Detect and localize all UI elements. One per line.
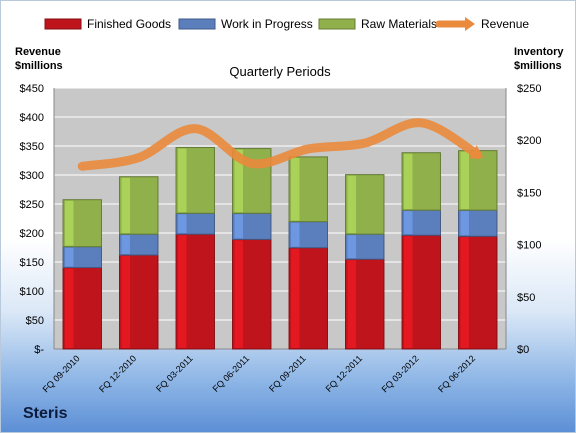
bar-highlight — [404, 211, 413, 235]
bar-highlight — [347, 175, 356, 234]
bar-highlight — [234, 240, 243, 348]
bar-highlight — [460, 151, 469, 210]
left-tick-label: $200 — [20, 228, 44, 240]
bar-highlight — [347, 260, 356, 348]
bar-highlight — [121, 177, 130, 234]
x-tick-label: FQ 03-2011 — [154, 353, 195, 394]
legend-swatch-work-in-progress — [178, 18, 216, 30]
left-tick-label: $400 — [20, 112, 44, 124]
bar-highlight — [404, 153, 413, 210]
bar-highlight — [121, 256, 130, 348]
bar-highlight — [291, 248, 300, 348]
bar-highlight — [234, 149, 243, 213]
left-tick-label: $50 — [26, 315, 44, 327]
legend-label: Work in Progress — [221, 17, 313, 31]
legend-swatch-finished-goods — [44, 18, 82, 30]
legend-swatch-raw-materials — [318, 18, 356, 30]
bar-highlight — [404, 236, 413, 348]
left-tick-label: $300 — [20, 170, 44, 182]
x-tick-label: FQ 09-2011 — [267, 353, 308, 394]
right-axis-title-line1: Inventory — [514, 46, 564, 58]
x-tick-label: FQ 09-2010 — [41, 353, 82, 394]
revenue-line — [77, 118, 483, 171]
bar-highlight — [347, 235, 356, 259]
left-tick-label: $250 — [20, 199, 44, 211]
bar-highlight — [291, 157, 300, 221]
left-tick-label: $450 — [20, 83, 44, 95]
left-tick-label: $100 — [20, 286, 44, 298]
right-axis-title-line2: $millions — [514, 60, 562, 72]
bar-highlight — [65, 200, 74, 246]
bar-highlight — [65, 268, 74, 348]
bar-highlight — [178, 148, 187, 213]
left-tick-label: $- — [34, 344, 44, 356]
bar-highlight — [65, 247, 74, 267]
x-tick-label: FQ 06-2011 — [211, 353, 252, 394]
x-tick-label: FQ 12-2010 — [97, 353, 138, 394]
right-tick-label: $200 — [517, 135, 541, 147]
left-tick-label: $350 — [20, 141, 44, 153]
left-axis-title-line2: $millions — [15, 60, 63, 72]
bar-highlight — [460, 211, 469, 236]
revenue-arrowhead — [469, 145, 483, 159]
bar-highlight — [178, 235, 187, 348]
right-tick-label: $100 — [517, 240, 541, 252]
x-tick-label: FQ 03-2012 — [380, 353, 421, 394]
legend-swatch-arrow — [465, 17, 475, 31]
right-tick-label: $0 — [517, 344, 529, 356]
x-tick-label: FQ 12-2011 — [324, 353, 365, 394]
bar-highlight — [121, 235, 130, 255]
right-tick-label: $150 — [517, 187, 541, 199]
bar-highlight — [178, 214, 187, 234]
company-name: Steris — [23, 405, 68, 422]
right-tick-label: $250 — [517, 83, 541, 95]
chart-title: Quarterly Periods — [229, 64, 331, 79]
left-tick-label: $150 — [20, 257, 44, 269]
legend-label: Finished Goods — [87, 17, 171, 31]
right-tick-label: $50 — [517, 292, 535, 304]
legend-label: Revenue — [481, 17, 529, 31]
legend-label: Raw Materials — [361, 17, 437, 31]
bar-highlight — [234, 214, 243, 239]
x-tick-label: FQ 06-2012 — [436, 353, 477, 394]
left-axis-title-line1: Revenue — [15, 46, 61, 58]
bar-highlight — [460, 237, 469, 348]
bar-highlight — [291, 222, 300, 247]
